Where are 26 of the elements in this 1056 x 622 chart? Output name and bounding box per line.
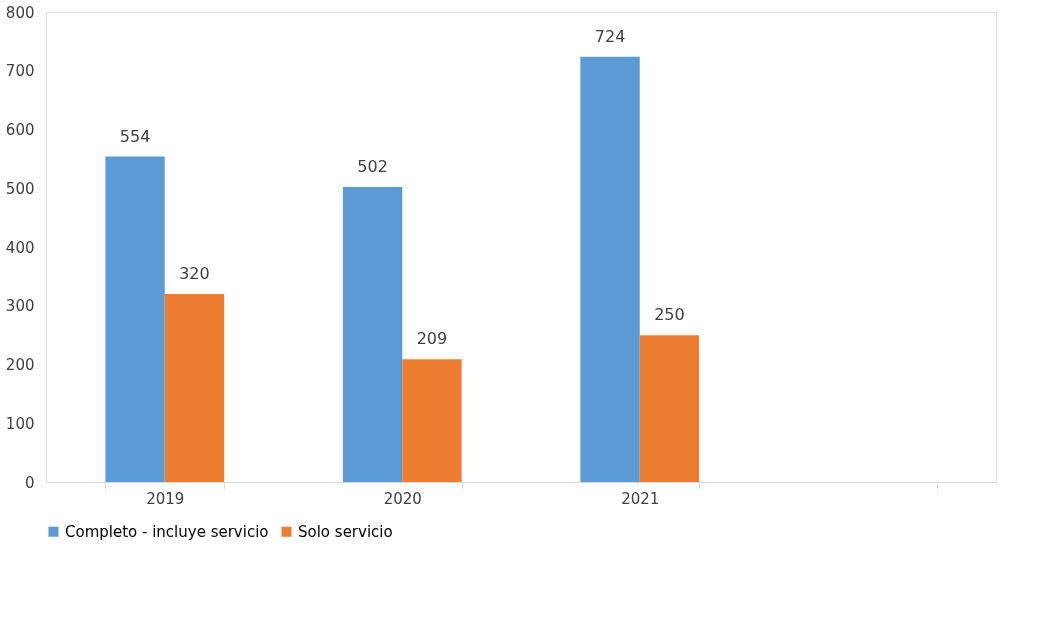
y-tick-label: 100 bbox=[5, 414, 35, 433]
y-tick-label: 400 bbox=[5, 238, 35, 257]
bar bbox=[164, 294, 225, 482]
y-tick-label: 300 bbox=[5, 297, 35, 316]
bar bbox=[105, 156, 165, 482]
y-tick-label: 200 bbox=[5, 356, 35, 374]
data-label: 320 bbox=[179, 264, 210, 283]
data-label: 502 bbox=[357, 157, 388, 177]
x-tick-label: 2021 bbox=[621, 489, 660, 508]
data-label: 209 bbox=[416, 329, 448, 349]
bar bbox=[342, 187, 403, 482]
bar bbox=[402, 359, 462, 482]
y-tick-label: 700 bbox=[5, 62, 35, 81]
data-label: 554 bbox=[119, 126, 151, 146]
legend-label: Completo - incluye servicio bbox=[65, 522, 269, 541]
x-tick-label: 2020 bbox=[383, 489, 422, 508]
data-label: 250 bbox=[654, 305, 685, 325]
y-tick-label: 500 bbox=[5, 179, 35, 198]
y-tick-label: 0 bbox=[24, 473, 35, 492]
bar bbox=[580, 56, 640, 482]
bar bbox=[639, 335, 700, 482]
data-label: 724 bbox=[594, 26, 626, 46]
x-tick-label: 2019 bbox=[146, 489, 185, 508]
y-tick-label: 800 bbox=[5, 3, 35, 22]
y-tick-label: 600 bbox=[5, 121, 35, 139]
legend-label: Solo servicio bbox=[298, 522, 393, 541]
